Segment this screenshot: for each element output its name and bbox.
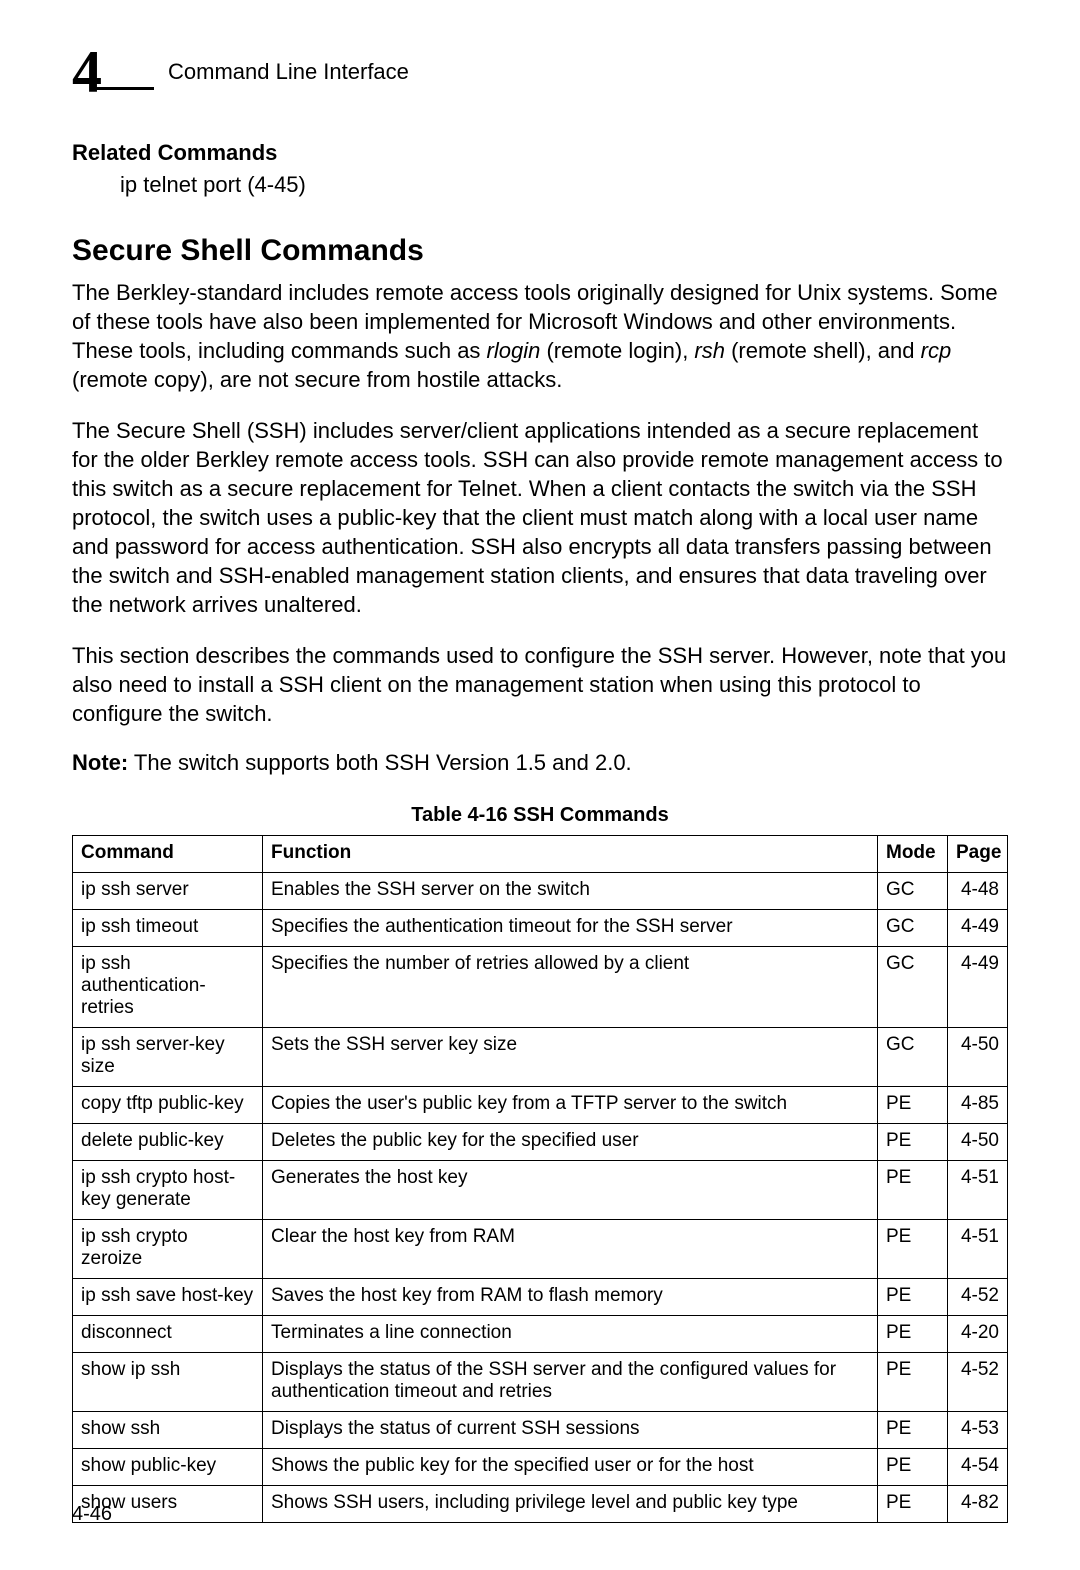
cell-command: ip ssh save host-key [73,1279,263,1316]
cell-function: Displays the status of the SSH server an… [263,1353,878,1412]
cell-function: Clear the host key from RAM [263,1220,878,1279]
table-row: copy tftp public-keyCopies the user's pu… [73,1087,1008,1124]
p1-italic-rlogin: rlogin [487,338,541,363]
cell-function: Specifies the authentication timeout for… [263,910,878,947]
note-line: Note: The switch supports both SSH Versi… [72,750,1008,776]
cell-command: show public-key [73,1449,263,1486]
cell-function: Enables the SSH server on the switch [263,873,878,910]
cell-function: Deletes the public key for the specified… [263,1124,878,1161]
table-row: show sshDisplays the status of current S… [73,1412,1008,1449]
note-text: The switch supports both SSH Version 1.5… [128,750,631,775]
cell-mode: GC [878,947,948,1028]
p1-text-d: (remote copy), are not secure from hosti… [72,367,562,392]
related-commands-heading: Related Commands [72,140,1008,166]
cell-mode: PE [878,1161,948,1220]
cell-command: ip ssh server-key size [73,1028,263,1087]
p1-text-b: (remote login), [540,338,694,363]
cell-command: disconnect [73,1316,263,1353]
cell-function: Saves the host key from RAM to flash mem… [263,1279,878,1316]
table-row: delete public-keyDeletes the public key … [73,1124,1008,1161]
cell-page: 4-85 [948,1087,1008,1124]
cell-function: Copies the user's public key from a TFTP… [263,1087,878,1124]
table-row: ip ssh authentication-retriesSpecifies t… [73,947,1008,1028]
p1-italic-rcp: rcp [921,338,952,363]
cell-page: 4-49 [948,910,1008,947]
cell-page: 4-54 [948,1449,1008,1486]
section-title: Secure Shell Commands [72,234,1008,268]
cell-command: show ssh [73,1412,263,1449]
th-command: Command [73,836,263,873]
cell-command: ip ssh server [73,873,263,910]
table-row: ip ssh crypto zeroizeClear the host key … [73,1220,1008,1279]
cell-mode: PE [878,1279,948,1316]
note-label: Note: [72,750,128,775]
paragraph-3: This section describes the commands used… [72,641,1008,728]
cell-mode: GC [878,910,948,947]
p1-italic-rsh: rsh [694,338,725,363]
chapter-mark: 4 [72,48,154,96]
table-row: show ip sshDisplays the status of the SS… [73,1353,1008,1412]
cell-function: Terminates a line connection [263,1316,878,1353]
cell-page: 4-20 [948,1316,1008,1353]
cell-mode: PE [878,1412,948,1449]
chapter-underline [94,87,154,90]
table-header-row: Command Function Mode Page [73,836,1008,873]
cell-command: show ip ssh [73,1353,263,1412]
cell-function: Generates the host key [263,1161,878,1220]
table-row: ip ssh serverEnables the SSH server on t… [73,873,1008,910]
table-caption: Table 4-16 SSH Commands [72,804,1008,827]
cell-function: Sets the SSH server key size [263,1028,878,1087]
cell-page: 4-51 [948,1161,1008,1220]
cell-page: 4-50 [948,1124,1008,1161]
page-header: 4 Command Line Interface [72,48,1008,96]
cell-function: Shows SSH users, including privilege lev… [263,1486,878,1523]
page-number: 4-46 [72,1503,112,1526]
cell-command: ip ssh authentication-retries [73,947,263,1028]
cell-command: ip ssh crypto zeroize [73,1220,263,1279]
cell-function: Shows the public key for the specified u… [263,1449,878,1486]
cell-command: copy tftp public-key [73,1087,263,1124]
table-row: ip ssh timeoutSpecifies the authenticati… [73,910,1008,947]
th-page: Page [948,836,1008,873]
cell-page: 4-53 [948,1412,1008,1449]
cell-mode: PE [878,1449,948,1486]
table-row: ip ssh save host-keySaves the host key f… [73,1279,1008,1316]
th-function: Function [263,836,878,873]
cell-page: 4-50 [948,1028,1008,1087]
cell-mode: PE [878,1353,948,1412]
cell-mode: PE [878,1220,948,1279]
cell-page: 4-48 [948,873,1008,910]
table-row: show public-keyShows the public key for … [73,1449,1008,1486]
chapter-number: 4 [72,48,100,96]
cell-command: ip ssh crypto host-key generate [73,1161,263,1220]
cell-mode: GC [878,1028,948,1087]
cell-mode: PE [878,1087,948,1124]
cell-command: ip ssh timeout [73,910,263,947]
cell-function: Specifies the number of retries allowed … [263,947,878,1028]
cell-mode: PE [878,1486,948,1523]
cell-function: Displays the status of current SSH sessi… [263,1412,878,1449]
cell-command: delete public-key [73,1124,263,1161]
ssh-commands-table: Command Function Mode Page ip ssh server… [72,835,1008,1523]
cell-page: 4-82 [948,1486,1008,1523]
cell-page: 4-52 [948,1353,1008,1412]
cell-mode: PE [878,1124,948,1161]
table-row: ip ssh server-key sizeSets the SSH serve… [73,1028,1008,1087]
cell-page: 4-51 [948,1220,1008,1279]
paragraph-2: The Secure Shell (SSH) includes server/c… [72,416,1008,619]
cell-page: 4-52 [948,1279,1008,1316]
table-row: show usersShows SSH users, including pri… [73,1486,1008,1523]
table-row: disconnectTerminates a line connectionPE… [73,1316,1008,1353]
cell-mode: PE [878,1316,948,1353]
related-commands-item: ip telnet port (4-45) [120,172,1008,198]
cell-mode: GC [878,873,948,910]
cell-page: 4-49 [948,947,1008,1028]
p1-text-c: (remote shell), and [725,338,921,363]
header-title: Command Line Interface [168,59,409,85]
paragraph-1: The Berkley-standard includes remote acc… [72,278,1008,394]
th-mode: Mode [878,836,948,873]
table-body: ip ssh serverEnables the SSH server on t… [73,873,1008,1523]
table-row: ip ssh crypto host-key generateGenerates… [73,1161,1008,1220]
